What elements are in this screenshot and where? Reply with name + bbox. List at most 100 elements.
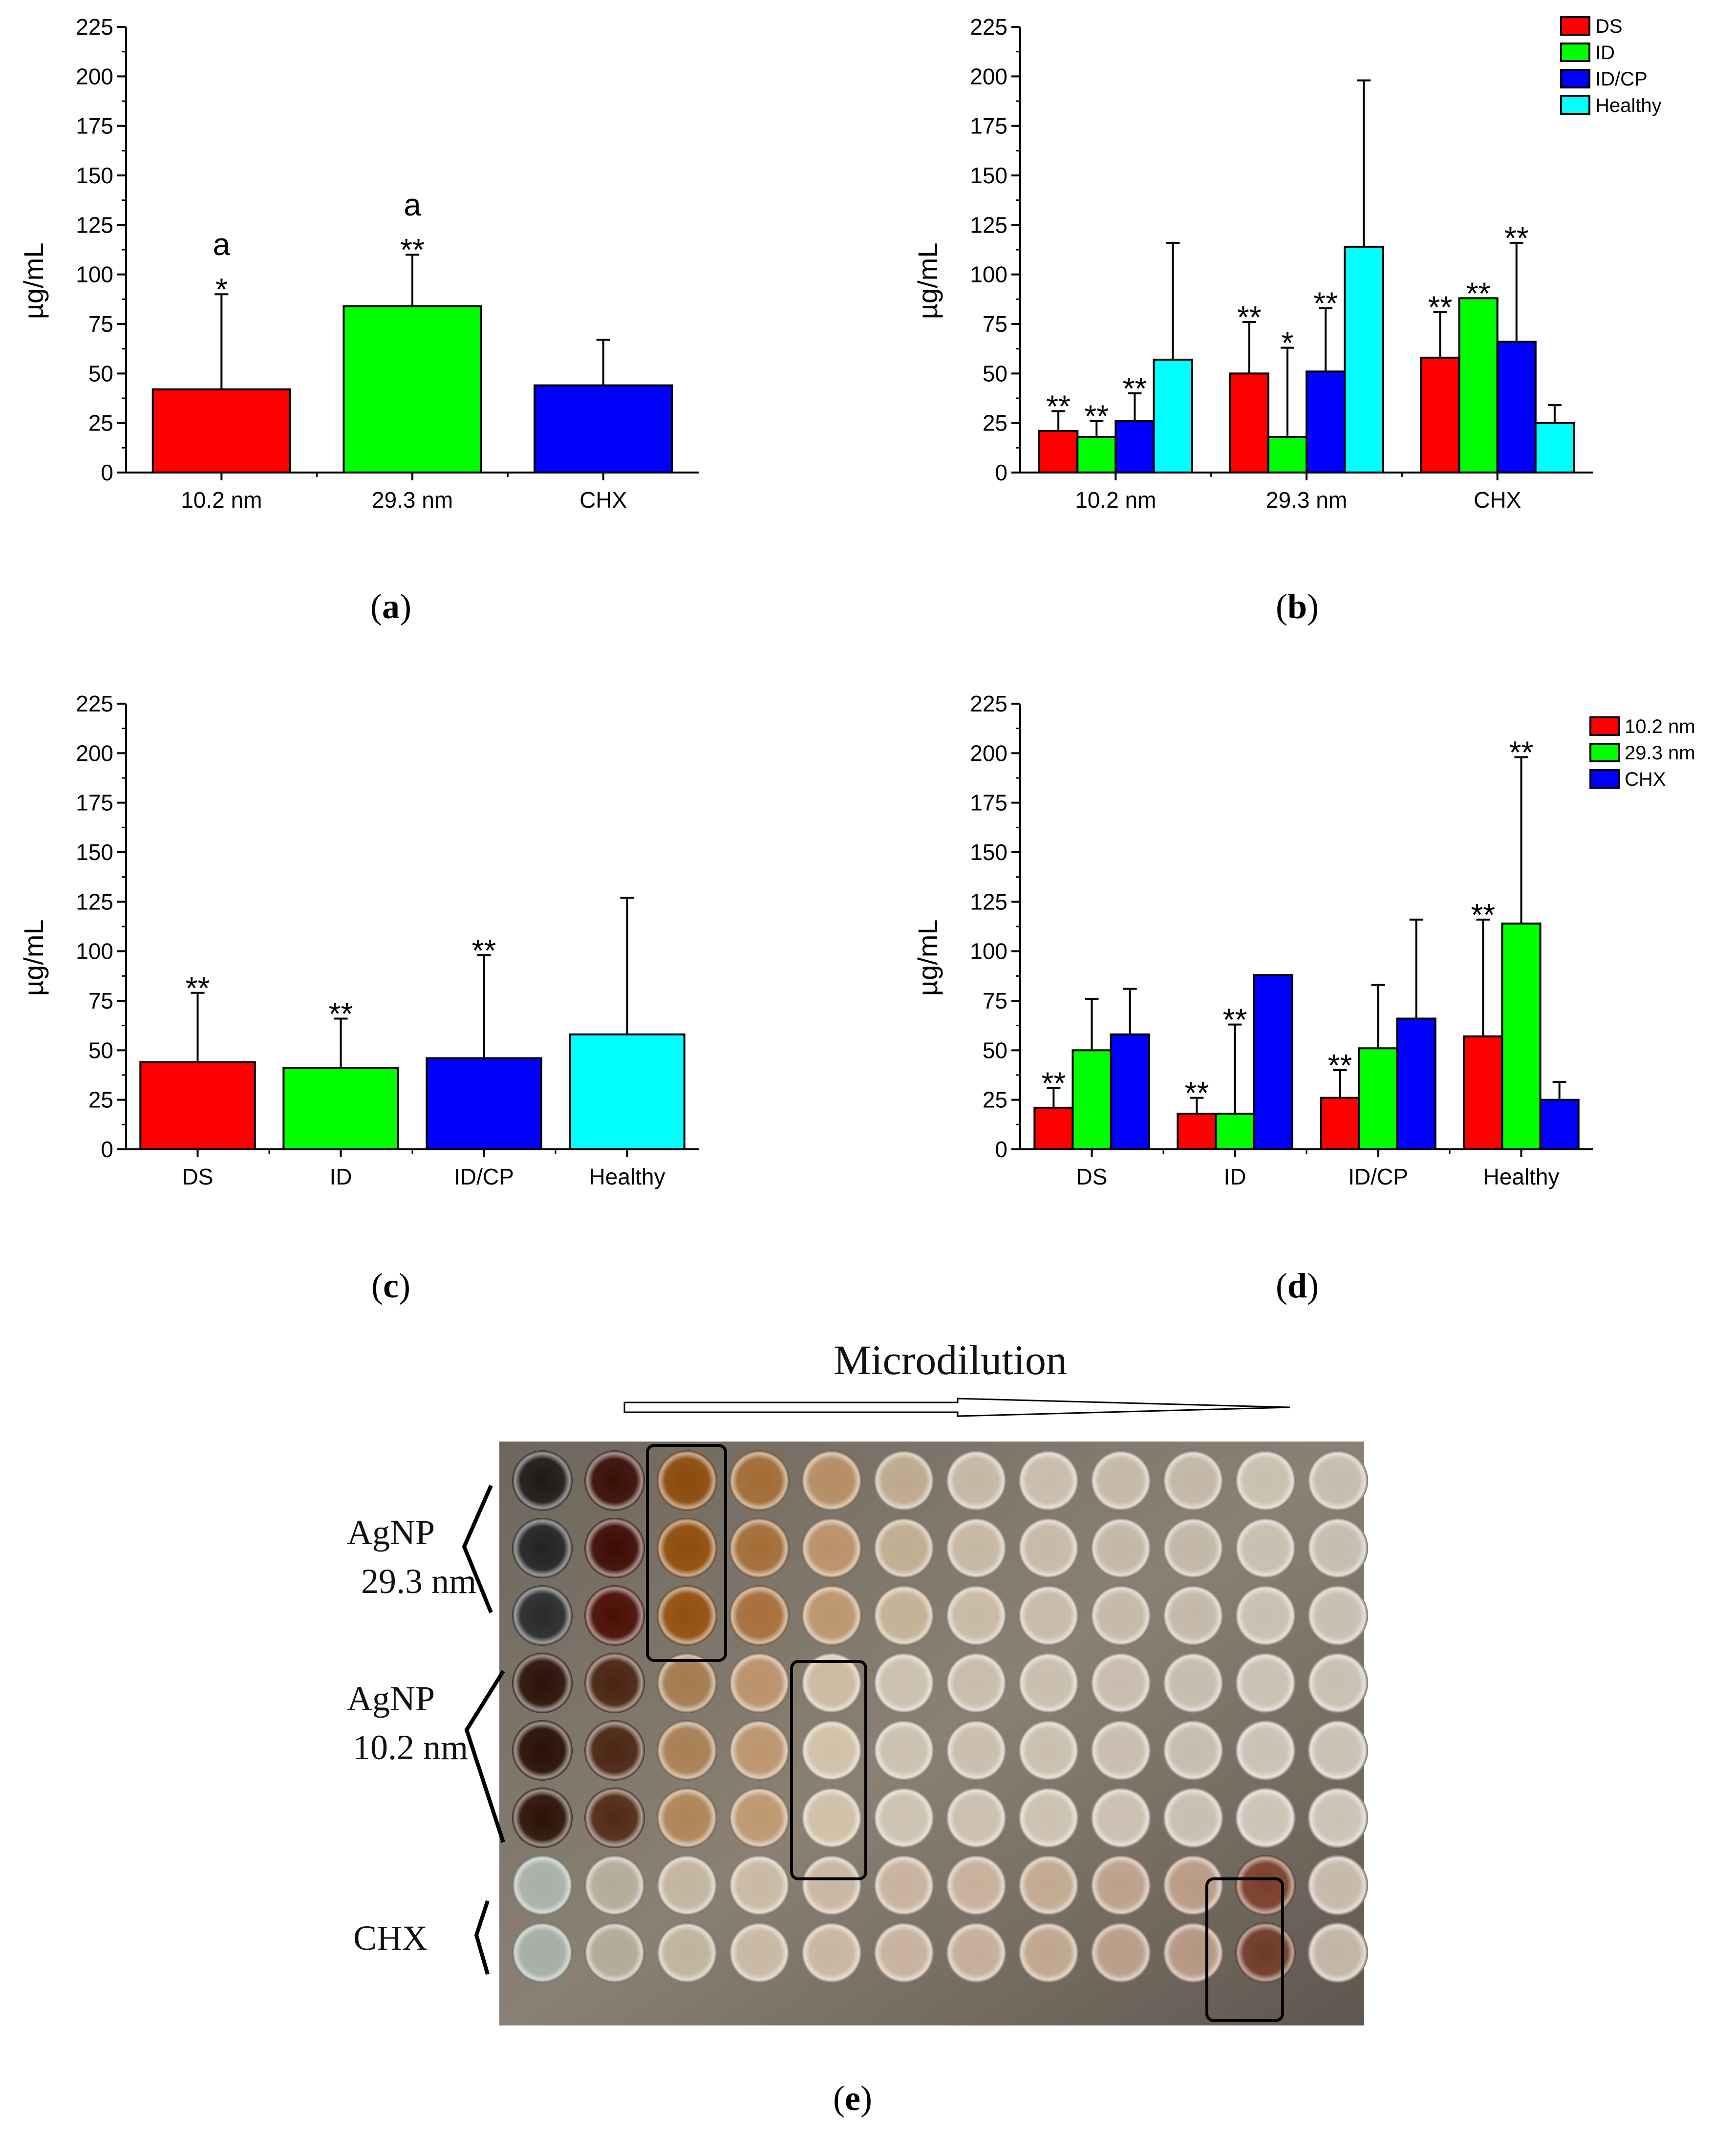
row-label-agnp-10-line2: 10.2 nm: [353, 1728, 468, 1767]
chart-panel-c: 0 25 50 75 100 125 150 175 200 225 µg/mL DS ** ID ** ID…: [18, 691, 699, 1305]
y-axis-title: µg/mL: [912, 242, 943, 319]
y-tick-label: 175: [76, 790, 113, 816]
bar: [1463, 1035, 1503, 1150]
legend-label: Healthy: [1595, 95, 1662, 116]
plate-well-rim: [1235, 1450, 1296, 1511]
plate-well-rim: [801, 1787, 862, 1848]
bar: [1496, 341, 1537, 474]
y-tick-label: 150: [76, 840, 113, 865]
row-label-agnp-29-line2: 29.3 nm: [361, 1562, 476, 1601]
y-tick-label: 50: [983, 1037, 1007, 1063]
plate-well-rim: [584, 1518, 645, 1578]
plate-well-rim: [512, 1855, 573, 1916]
legend-swatch: [1560, 69, 1590, 88]
y-tick-label: 0: [101, 460, 113, 485]
legend-swatch: [1560, 16, 1590, 36]
plate-well-rim: [1163, 1450, 1223, 1511]
bar: [1458, 297, 1499, 474]
x-tick-label: DS: [182, 1164, 214, 1189]
plate-well-rim: [512, 1922, 573, 1983]
plate-well-rim: [1163, 1653, 1223, 1713]
significance-marker: **: [472, 933, 496, 968]
bar: [1076, 436, 1117, 474]
y-tick-label: 75: [983, 311, 1007, 337]
plate-well-rim: [1163, 1585, 1223, 1646]
bar: [1114, 420, 1155, 474]
x-tick-label: ID/CP: [1348, 1164, 1408, 1189]
bar: [1320, 1097, 1360, 1150]
bar: [151, 388, 291, 474]
plate-well-rim: [1163, 1518, 1223, 1578]
plate-well-rim: [729, 1585, 790, 1646]
plate-well-rim: [874, 1720, 934, 1781]
plate-well-rim: [946, 1720, 1007, 1781]
plate-well-rim: [874, 1585, 934, 1646]
y-tick-label: 200: [970, 740, 1007, 766]
plate-well-rim: [584, 1653, 645, 1713]
bar: [1396, 1017, 1436, 1150]
y-tick-label: 75: [983, 988, 1007, 1013]
bar: [282, 1067, 399, 1150]
y-tick-label: 225: [76, 691, 113, 716]
plate-well-rim: [801, 1720, 862, 1781]
plate-well-rim: [1235, 1787, 1296, 1848]
bar: [1306, 370, 1346, 474]
y-axis-title: µg/mL: [912, 919, 943, 996]
significance-marker: **: [1122, 371, 1147, 406]
plate-well-rim: [1163, 1922, 1223, 1983]
y-tick-label: 200: [76, 64, 113, 89]
significance-marker: **: [1466, 276, 1491, 311]
y-tick-label: 200: [76, 740, 113, 766]
plate-well-rim: [584, 1787, 645, 1848]
y-tick-label: 75: [88, 988, 113, 1013]
plate-well-rim: [657, 1720, 717, 1781]
plate-well-rim: [729, 1922, 790, 1983]
chart-panel-d: 0 25 50 75 100 125 150 175 200 225 µg/mL DS ** ID ** **…: [912, 691, 1695, 1305]
plate-well-rim: [729, 1787, 790, 1848]
plate-well-rim: [729, 1855, 790, 1916]
plate-well-rim: [874, 1787, 934, 1848]
plate-well-rim: [1235, 1720, 1296, 1781]
bar: [1420, 356, 1460, 474]
y-tick-label: 125: [970, 212, 1007, 237]
y-tick-label: 175: [970, 790, 1007, 816]
plate-well-rim: [874, 1450, 934, 1511]
bar: [343, 305, 482, 474]
y-tick-label: 150: [76, 163, 113, 188]
plate-well-rim: [1307, 1720, 1368, 1781]
significance-marker: **: [1504, 220, 1529, 256]
y-tick-label: 25: [88, 1087, 113, 1113]
significance-marker: **: [1184, 1076, 1209, 1111]
microplate-wells: [512, 1450, 1368, 1983]
x-tick-label: 10.2 nm: [1075, 487, 1156, 513]
plate-well-rim: [657, 1450, 717, 1511]
plate-well-rim: [1091, 1787, 1151, 1848]
plate-well-rim: [584, 1855, 645, 1916]
y-axis-title: µg/mL: [18, 242, 49, 319]
row-label-agnp-10-line1: AgNP: [347, 1679, 435, 1718]
bar: [1229, 372, 1269, 474]
y-tick-label: 225: [970, 14, 1007, 40]
y-tick-label: 100: [76, 262, 113, 287]
plate-well-rim: [946, 1855, 1007, 1916]
row-label-agnp-29-line1: AgNP: [347, 1513, 435, 1552]
plate-well-rim: [1018, 1922, 1079, 1983]
plate-well-rim: [874, 1653, 934, 1713]
brace-chx: [474, 1900, 490, 1975]
legend-label: 10.2 nm: [1625, 716, 1695, 737]
x-tick-label: 29.3 nm: [372, 487, 453, 513]
plate-well-rim: [1091, 1450, 1151, 1511]
plate-well-rim: [657, 1787, 717, 1848]
x-tick-label: ID: [1224, 1164, 1246, 1189]
x-tick-label: Healthy: [589, 1164, 665, 1189]
significance-marker: *: [1281, 325, 1293, 361]
bar: [1177, 1113, 1217, 1151]
plate-well-rim: [1091, 1585, 1151, 1646]
plate-well-rim: [1163, 1720, 1223, 1781]
bar: [1539, 1098, 1580, 1151]
plate-well-rim: [1307, 1787, 1368, 1848]
plate-well-rim: [1091, 1518, 1151, 1578]
plate-well-rim: [512, 1720, 573, 1781]
plate-well-rim: [1018, 1585, 1079, 1646]
